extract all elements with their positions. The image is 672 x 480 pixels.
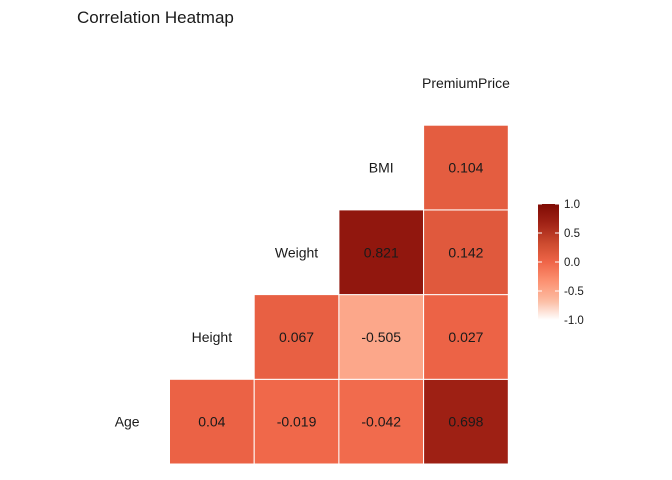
heatmap-cell-value: 0.698	[448, 414, 483, 430]
heatmap-cell-weight-bmi: 0.821	[338, 209, 425, 296]
variable-label-premiumprice: PremiumPrice	[422, 75, 510, 91]
heatmap-cell-age-premiumprice: 0.698	[423, 378, 509, 465]
heatmap-cell-height-bmi: -0.505	[338, 294, 425, 380]
heatmap-cell-weight-premiumprice: 0.142	[423, 209, 509, 296]
legend: 1.0 0.5 0.0 -0.5 -1.0	[538, 199, 584, 327]
heatmap-cell-age-bmi: -0.042	[338, 378, 425, 465]
legend-color-bar	[538, 204, 559, 320]
heatmap-cell-value: -0.019	[277, 414, 317, 430]
heatmap-cell-rect	[169, 378, 255, 465]
heatmap-cell-value: -0.042	[361, 414, 401, 430]
heatmap-cell-rect	[253, 294, 340, 380]
legend-tick-label: 0.0	[564, 257, 580, 269]
heatmap-cell-value: 0.027	[448, 329, 483, 345]
heatmap-cell-value: 0.104	[448, 160, 483, 176]
legend-tick-label: 1.0	[564, 199, 580, 211]
legend-tick-label: -1.0	[564, 315, 584, 327]
heatmap-cell-height-weight: 0.067	[253, 294, 340, 380]
variable-label-age: Age	[115, 414, 140, 430]
heatmap-cell-rect	[423, 294, 509, 380]
heatmap-cell-rect	[253, 378, 340, 465]
legend-tick-label: -0.5	[564, 286, 584, 298]
heatmap-cell-value: 0.142	[448, 244, 483, 260]
chart-title: Correlation Heatmap	[77, 8, 234, 27]
variable-label-bmi: BMI	[369, 160, 394, 176]
heatmap-cell-value: 0.067	[279, 329, 314, 345]
heatmap-cell-value: -0.505	[361, 329, 401, 345]
legend-tick-label: 0.5	[564, 228, 580, 240]
heatmap-cell-rect	[338, 294, 425, 380]
heatmap-cells: 0.04 -0.019 -0.042 0.698 0.067 -0.505 0.027 0.8…	[169, 124, 509, 465]
heatmap-cell-rect	[338, 209, 425, 296]
heatmap-cell-rect	[423, 378, 509, 465]
variable-label-height: Height	[192, 329, 233, 345]
heatmap-cell-age-height: 0.04	[169, 378, 255, 465]
variable-label-weight: Weight	[275, 244, 318, 260]
heatmap-cell-rect	[423, 124, 509, 211]
heatmap-cell-age-weight: -0.019	[253, 378, 340, 465]
heatmap-cell-rect	[423, 209, 509, 296]
heatmap-cell-height-premiumprice: 0.027	[423, 294, 509, 380]
heatmap-cell-value: 0.821	[364, 244, 399, 260]
heatmap-cell-bmi-premiumprice: 0.104	[423, 124, 509, 211]
variable-labels: Age Height Weight BMI PremiumPrice	[115, 75, 510, 430]
heatmap-cell-value: 0.04	[198, 414, 225, 430]
